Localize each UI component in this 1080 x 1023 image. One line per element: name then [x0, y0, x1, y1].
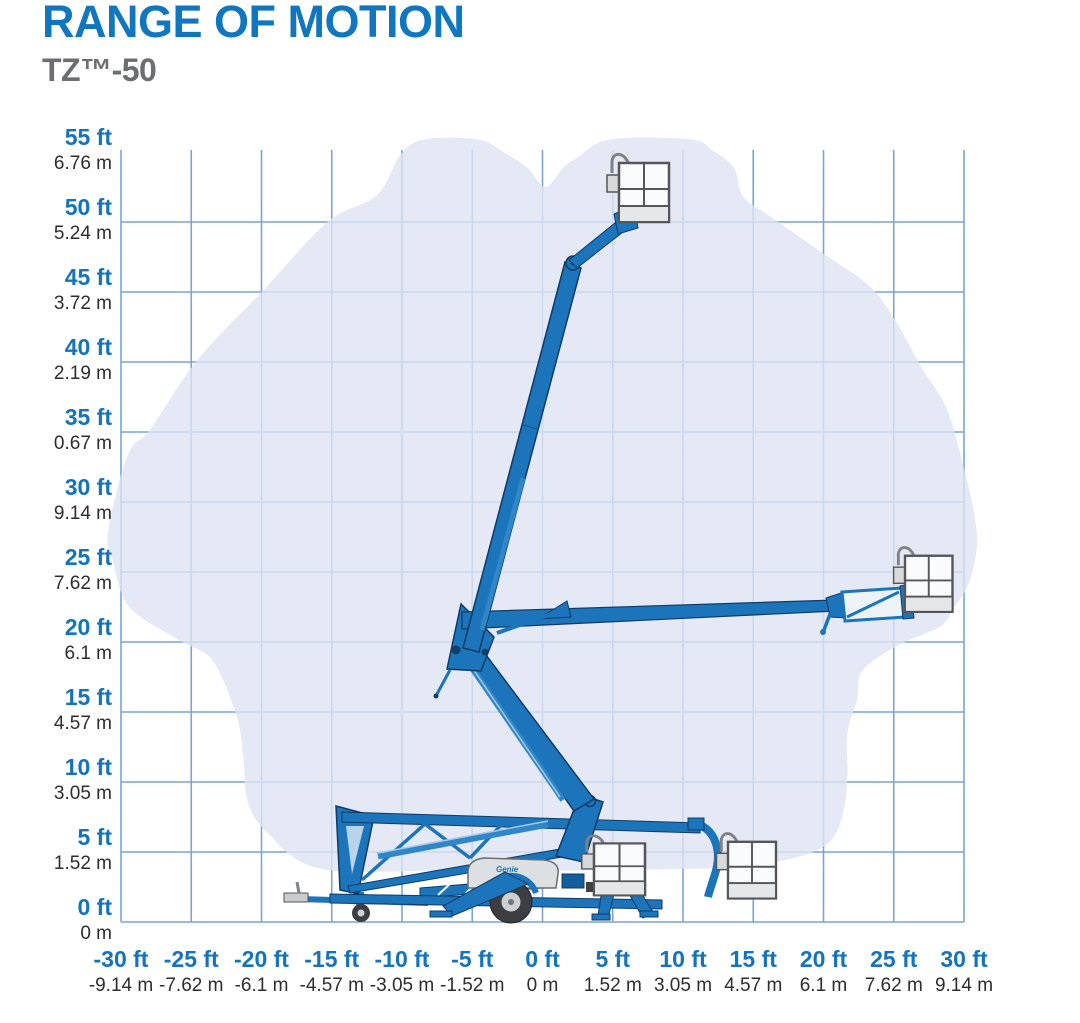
knuckle-hook-pin: [433, 693, 439, 699]
x-tick-label-ft: -5 ft: [451, 946, 494, 972]
horizontal-boom-position: [461, 583, 915, 635]
knuckle-hook: [435, 669, 452, 695]
x-tick-label-m: 6.1 m: [800, 975, 848, 996]
knuckle-pin: [481, 648, 489, 656]
drawbar-slot: [437, 881, 453, 896]
x-tick-label-m: 4.57 m: [724, 975, 782, 996]
x-tick-label-ft: -20 ft: [234, 946, 289, 972]
folded-jib: [695, 820, 722, 898]
y-tick-label-ft: 30 ft: [65, 474, 113, 500]
y-tick-label-m: 9.14 m: [54, 503, 112, 524]
y-tick-label-m: 2.19 m: [54, 363, 112, 384]
y-tick-label-m: 0.67 m: [54, 433, 112, 454]
y-tick-label-ft: 5 ft: [78, 824, 113, 850]
jib-elbow: [687, 817, 705, 831]
reach-envelope-area: [107, 137, 978, 872]
page-title: RANGE OF MOTION: [42, 0, 465, 47]
leveling-rod: [496, 610, 558, 635]
x-tick-label-ft: 15 ft: [730, 946, 778, 972]
y-tick-label-ft: 50 ft: [65, 194, 113, 220]
x-tick-label-m: 0 m: [527, 975, 559, 996]
telescope-joint: [522, 424, 538, 430]
cylinder-highlight: [377, 820, 549, 854]
x-tick-label-ft: -10 ft: [375, 946, 430, 972]
y-tick-label-ft: 40 ft: [65, 334, 113, 360]
y-tick-label-m: 3.05 m: [54, 783, 112, 804]
jib-box-brace: [846, 590, 900, 619]
y-tick-label-ft: 10 ft: [65, 754, 113, 780]
genie-decal: Genie: [496, 865, 519, 874]
y-tick-label-m: 6.1 m: [64, 643, 112, 664]
y-tick-label-m: 5.24 m: [54, 223, 112, 244]
outrigger-foot: [639, 910, 659, 918]
y-tick-label-m: 1.52 m: [54, 853, 112, 874]
y-tick-label-m: 0 m: [80, 923, 112, 944]
truss-diagonal: [468, 822, 504, 860]
upper-boom-raised: [462, 261, 582, 653]
lift-cylinder: [377, 820, 549, 860]
y-tick-label-m: 4.57 m: [54, 713, 112, 734]
x-tick-label-m: 9.14 m: [935, 975, 993, 996]
x-tick-label-ft: 10 ft: [659, 946, 707, 972]
control-box: [561, 873, 585, 889]
hitch-coupler: [283, 892, 309, 903]
reach-envelope: [107, 137, 978, 872]
outrigger-foot: [591, 913, 611, 921]
x-tick-label-ft: 0 ft: [525, 946, 560, 972]
x-tick-label-ft: -15 ft: [304, 946, 359, 972]
outrigger-foot: [429, 910, 453, 918]
x-tick-label-m: -3.05 m: [370, 975, 434, 996]
model-name: TZ™-50: [42, 52, 157, 88]
y-tick-label-ft: 55 ft: [65, 124, 113, 150]
boom-hook-pin: [820, 629, 826, 635]
stowed-machine: Genie: [283, 793, 722, 924]
x-tick-label-ft: 25 ft: [870, 946, 918, 972]
y-tick-label-ft: 35 ft: [65, 404, 113, 430]
y-tick-label-ft: 20 ft: [65, 614, 113, 640]
machine-illustration: Genie: [283, 152, 954, 924]
y-tick-label-ft: 0 ft: [78, 894, 113, 920]
x-tick-label-ft: 5 ft: [596, 946, 631, 972]
cylinder-highlight: [468, 662, 561, 798]
boom-hook: [822, 613, 832, 631]
x-tick-label-m: -4.57 m: [300, 975, 364, 996]
mast-cutout: [346, 826, 364, 874]
y-tick-label-ft: 15 ft: [65, 684, 113, 710]
y-tick-label-ft: 45 ft: [65, 264, 113, 290]
x-tick-label-m: -7.62 m: [159, 975, 223, 996]
knuckle-pin: [451, 645, 461, 655]
raised-boom-cylinder: [479, 477, 526, 631]
y-tick-label-ft: 25 ft: [65, 544, 113, 570]
jockey-hub: [357, 909, 365, 917]
x-tick-label-ft: 30 ft: [940, 946, 988, 972]
hitch-handle: [295, 881, 301, 894]
x-tick-label-m: 1.52 m: [584, 975, 642, 996]
x-tick-label-ft: -25 ft: [164, 946, 219, 972]
y-tick-label-m: 3.72 m: [54, 293, 112, 314]
x-tick-label-m: -1.52 m: [440, 975, 504, 996]
x-tick-label-m: 3.05 m: [654, 975, 712, 996]
x-tick-label-m: -6.1 m: [235, 975, 289, 996]
y-tick-label-m: 7.62 m: [54, 573, 112, 594]
x-tick-label-ft: 20 ft: [800, 946, 848, 972]
x-tick-label-m: 7.62 m: [865, 975, 923, 996]
wheel-center: [508, 899, 514, 905]
x-tick-label-m: -9.14 m: [89, 975, 153, 996]
x-tick-label-ft: -30 ft: [94, 946, 149, 972]
riser: [554, 793, 604, 863]
y-tick-label-m: 6.76 m: [54, 153, 112, 174]
axis-labels: 55 ft 6.76 m 50 ft 5.24 m 45 ft 3.72 m 40 ft 2.…: [54, 124, 993, 996]
